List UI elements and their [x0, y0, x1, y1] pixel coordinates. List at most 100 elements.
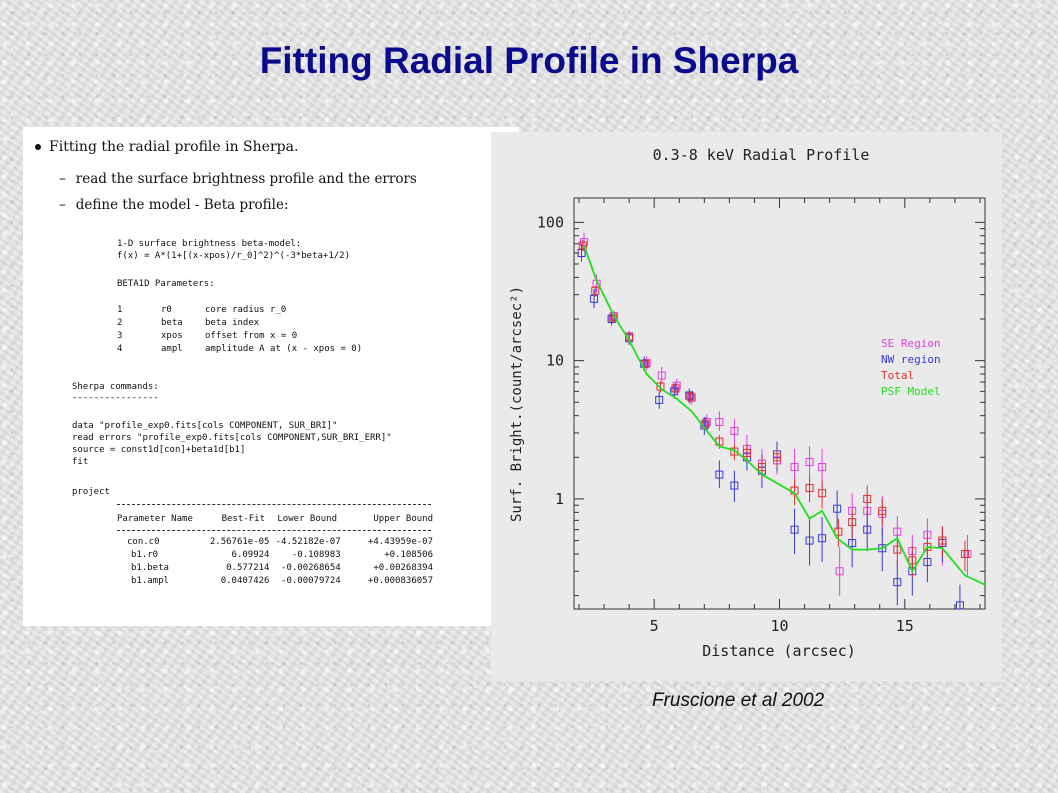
data-point: [960, 540, 969, 572]
dash-item: – define the model - Beta profile:: [59, 197, 289, 213]
command-line: fit: [72, 457, 89, 467]
data-point: [818, 480, 827, 509]
param-number: 4: [117, 344, 123, 354]
data-marker: [893, 545, 902, 554]
chart-legend: SE Region NW region Total PSF Model: [881, 337, 941, 398]
data-marker: [818, 463, 827, 472]
legend-entry: NW region: [881, 353, 941, 366]
param-name: beta: [161, 318, 183, 328]
fit-results-table: Parameter Name Best-Fit Lower Bound Uppe…: [117, 512, 433, 525]
data-marker: [577, 249, 586, 258]
chart-title: 0.3-8 keV Radial Profile: [653, 146, 870, 164]
param-number: 1: [117, 305, 123, 315]
x-tick-label: 15: [896, 617, 914, 635]
data-marker: [805, 457, 814, 466]
data-marker: [610, 312, 619, 321]
citation-caption: Fruscione et al 2002: [652, 690, 825, 711]
data-point: [805, 518, 814, 566]
data-point: [848, 508, 857, 538]
bullet-text: Fitting the radial profile in Sherpa.: [49, 139, 299, 155]
column-header: Best-Fit: [221, 513, 265, 524]
data-point: [772, 448, 781, 468]
data-marker: [656, 382, 665, 391]
dash-text: read the surface brightness profile and …: [75, 171, 417, 187]
commands-header: Sherpa commands:: [72, 382, 159, 392]
data-marker: [730, 447, 739, 456]
data-point: [818, 517, 827, 562]
data-point: [730, 443, 739, 461]
table-cell: b1.beta: [131, 562, 169, 573]
table-cell: 0.577214: [226, 562, 270, 573]
model-line: 1-D surface brightness beta-model:: [117, 239, 302, 249]
data-marker: [833, 504, 842, 513]
table-rule-mid: [117, 530, 431, 531]
dash-icon: –: [59, 197, 66, 213]
data-marker: [685, 391, 694, 400]
data-point: [834, 518, 843, 547]
table-cell: b1.r0: [131, 549, 159, 560]
data-marker: [960, 549, 969, 558]
commands-rule: ----------------: [72, 393, 159, 403]
param-desc: core radius r_0: [205, 305, 287, 315]
table-row: con.c0 2.56761e-05 -4.52182e-07 +4.43959…: [117, 535, 433, 548]
data-marker: [955, 601, 964, 610]
x-tick-label: 10: [770, 617, 788, 635]
data-point: [655, 391, 664, 409]
table-row: b1.r0 6.09924 -0.108983 +0.108506: [117, 548, 433, 561]
y-axis-label: Surf. Bright.(count/arcsec²): [509, 286, 525, 522]
data-marker: [730, 481, 739, 490]
table-row: b1.ampl 0.0407426 -0.00079724 +0.0008360…: [117, 574, 433, 587]
table-cell: 6.09924: [231, 549, 270, 560]
y-tick-label: 10: [546, 352, 564, 370]
axis-ticks: 5 10 15 1 10 100: [537, 198, 985, 635]
data-point: [642, 356, 651, 371]
y-tick-label: 100: [537, 213, 564, 231]
data-marks: [577, 232, 986, 610]
data-point: [938, 526, 947, 558]
data-marker: [687, 393, 696, 402]
data-marker: [655, 395, 664, 404]
data-point: [578, 239, 587, 252]
data-point: [686, 391, 695, 403]
table-cell: con.c0: [127, 536, 160, 547]
data-marker: [893, 578, 902, 587]
data-point: [590, 288, 599, 309]
data-marker: [818, 534, 827, 543]
plot-frame: [573, 197, 986, 610]
command-line: read errors "profile_exp0.fits[cols COMP…: [72, 433, 392, 443]
param-name: xpos: [161, 331, 183, 341]
data-marker: [863, 494, 872, 503]
dash-text: define the model - Beta profile:: [75, 197, 289, 213]
table-cell: 0.0407426: [220, 575, 270, 586]
data-point: [805, 476, 814, 503]
data-marker: [772, 453, 781, 462]
column-header: Upper Bound: [373, 513, 433, 524]
table-cell: -0.00079724: [281, 575, 341, 586]
data-marker: [590, 294, 599, 303]
table-row: b1.beta 0.577214 -0.00268654 +0.00268394: [117, 561, 433, 574]
data-point: [671, 382, 680, 394]
data-marker: [715, 418, 724, 427]
param-desc: offset from x = 0: [205, 331, 298, 341]
data-point: [715, 460, 724, 488]
data-point: [878, 498, 887, 526]
legend-entry: SE Region: [881, 337, 941, 350]
table-cell: -4.52182e-07: [275, 536, 341, 547]
project-label: project: [72, 487, 110, 497]
param-number: 2: [117, 318, 123, 328]
sherpa-instructions-panel: Fitting the radial profile in Sherpa. – r…: [23, 127, 519, 626]
x-tick-label: 5: [650, 617, 659, 635]
data-point: [833, 490, 842, 530]
y-tick-label: 1: [555, 490, 564, 508]
bullet-item: Fitting the radial profile in Sherpa.: [35, 139, 298, 155]
column-header: Parameter Name: [117, 513, 193, 524]
slide-title: Fitting Radial Profile in Sherpa: [259, 40, 799, 81]
table-cell: +4.43959e-07: [367, 536, 433, 547]
data-point: [730, 418, 739, 444]
data-marker: [790, 525, 799, 534]
param-number: 3: [117, 331, 123, 341]
data-marker: [672, 381, 681, 390]
data-marker: [715, 470, 724, 479]
data-point: [657, 366, 666, 384]
data-marker: [834, 527, 843, 536]
